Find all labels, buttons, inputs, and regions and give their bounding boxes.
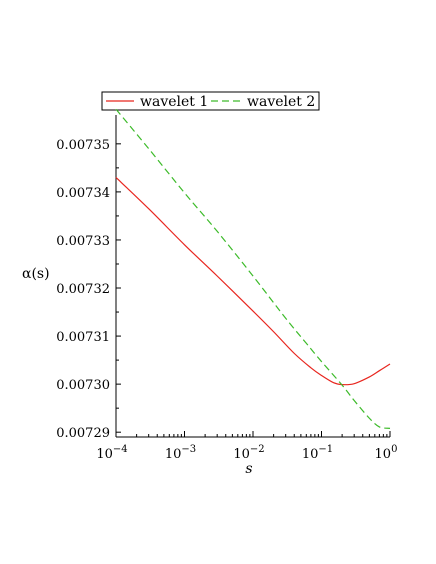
x-tick-label: 10−1: [302, 444, 333, 462]
series-line-wavelet-1: [115, 177, 391, 386]
x-tick-label: 10−2: [233, 444, 264, 462]
x-ticks: 10−4 10−3 10−2 10−1 100: [96, 431, 397, 462]
y-tick-label: 0.00731: [56, 330, 110, 345]
y-tick-label: 0.00735: [56, 138, 110, 153]
x-tick-base: 10: [302, 447, 319, 462]
y-tick-label: 0.00733: [56, 234, 110, 249]
legend-label-wavelet-2: wavelet 2: [247, 94, 315, 110]
x-tick-label: 10−4: [96, 444, 127, 462]
x-tick-base: 10: [375, 447, 392, 462]
x-tick-exponent: −4: [113, 444, 128, 455]
y-tick-label: 0.00729: [56, 426, 110, 441]
x-tick-base: 10: [96, 447, 113, 462]
x-tick-exponent: −2: [250, 444, 265, 455]
x-tick-exponent: 0: [391, 444, 397, 455]
x-tick-exponent: −1: [318, 444, 333, 455]
y-tick-label: 0.00732: [56, 282, 110, 297]
x-tick-exponent: −3: [181, 444, 196, 455]
y-tick-label: 0.00730: [56, 378, 110, 393]
legend-box: [101, 91, 320, 111]
legend: wavelet 1 wavelet 2: [101, 91, 320, 111]
y-axis-label: α(s): [22, 266, 50, 282]
y-ticks: 0.00729 0.00730 0.00731 0.00732 0.00733 0.007…: [56, 138, 121, 441]
series-layer: [115, 108, 391, 429]
y-tick-label: 0.00734: [56, 186, 110, 201]
x-axis-label: s: [245, 461, 252, 477]
series-line-wavelet-2: [115, 108, 391, 429]
x-tick-base: 10: [165, 447, 182, 462]
legend-label-wavelet-1: wavelet 1: [140, 94, 208, 110]
x-tick-label: 100: [375, 444, 398, 462]
x-tick-base: 10: [233, 447, 250, 462]
x-tick-label: 10−3: [165, 444, 196, 462]
